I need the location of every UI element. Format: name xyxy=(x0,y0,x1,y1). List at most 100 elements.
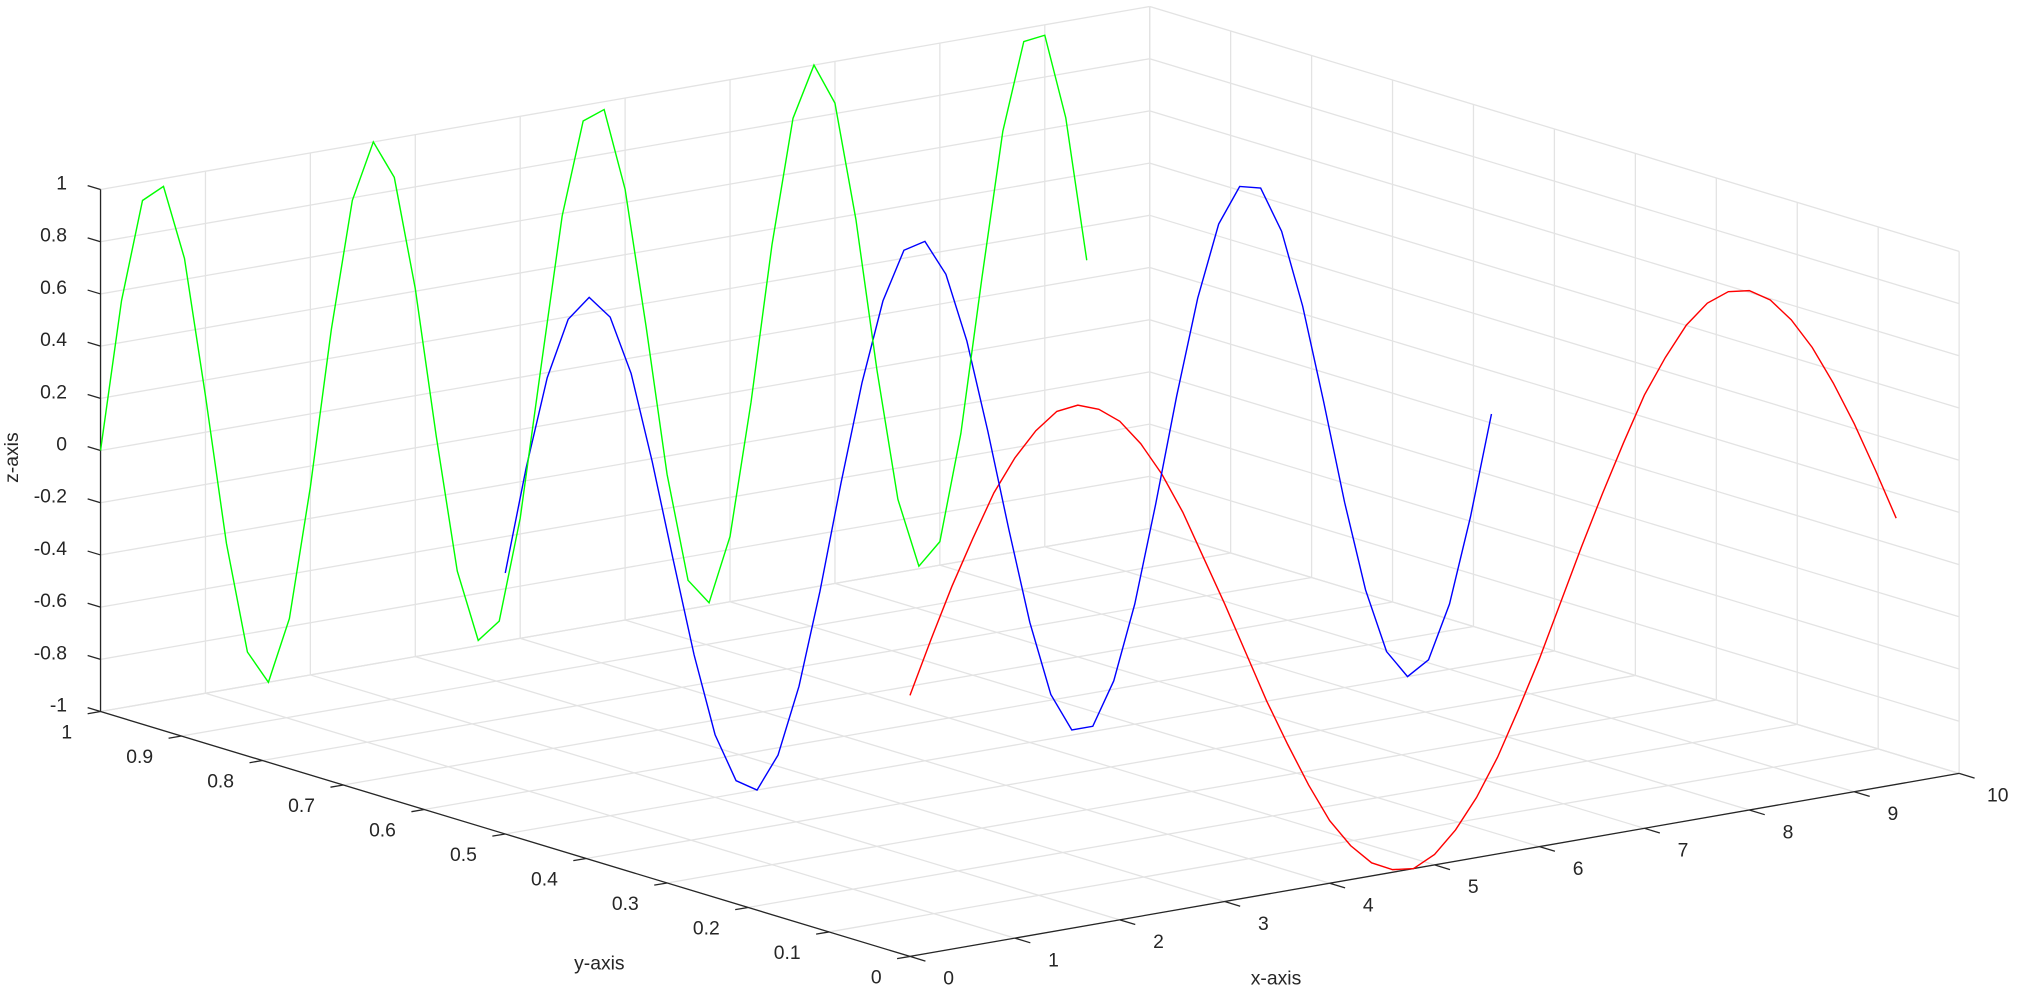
y-tick-label: 0.6 xyxy=(369,821,396,842)
y-axis-label: y-axis xyxy=(574,953,624,974)
z-tick xyxy=(87,341,101,347)
axes: 01234567891000.10.20.30.40.50.60.70.80.9… xyxy=(34,173,2009,989)
x-tick-label: 8 xyxy=(1783,822,1794,843)
grid-line xyxy=(100,371,1150,556)
x-tick-label: 7 xyxy=(1678,841,1689,862)
y-tick xyxy=(168,735,182,739)
y-tick xyxy=(492,833,506,837)
grid-line xyxy=(262,576,1312,762)
y-tick xyxy=(249,759,263,764)
z-tick-label: -0.4 xyxy=(34,539,68,560)
grid-line xyxy=(1149,371,1960,618)
z-tick xyxy=(87,446,101,452)
z-tick-label: 0 xyxy=(56,434,67,455)
y-tick-label: 0.8 xyxy=(207,772,234,793)
grid xyxy=(99,5,1960,958)
z-tick-label: -0.6 xyxy=(34,591,67,612)
y-tick-label: 0.2 xyxy=(693,918,720,939)
x-axis-label: x-axis xyxy=(1251,969,1301,990)
y-tick-label: 0 xyxy=(871,967,882,988)
grid-line xyxy=(1149,58,1960,305)
grid-line xyxy=(100,162,1150,347)
data-line xyxy=(504,185,1493,791)
y-tick-label: 0.7 xyxy=(288,796,315,817)
grid-line xyxy=(828,748,1879,933)
z-tick-label: -1 xyxy=(50,695,67,716)
z-tick xyxy=(87,289,101,295)
grid-line xyxy=(100,423,1150,608)
z-tick-label: 0.2 xyxy=(40,382,67,403)
grid-line xyxy=(667,699,1717,884)
plot-lines xyxy=(99,34,1897,871)
grid-line xyxy=(100,319,1150,504)
y-tick xyxy=(330,784,344,788)
y-tick xyxy=(735,906,749,911)
grid-line xyxy=(100,214,1150,399)
z-tick xyxy=(87,550,101,556)
grid-line xyxy=(181,552,1231,737)
grid-line xyxy=(1149,110,1960,357)
grid-line xyxy=(1149,214,1960,461)
y-tick-label: 0.9 xyxy=(126,747,153,768)
z-tick xyxy=(87,185,101,191)
y-tick xyxy=(573,857,587,862)
z-tick xyxy=(87,602,101,608)
data-line xyxy=(99,34,1088,684)
x-tick-label: 0 xyxy=(943,969,954,990)
x-tick xyxy=(909,955,926,962)
x-tick xyxy=(1434,864,1451,871)
grid-line xyxy=(100,110,1150,295)
x-tick xyxy=(1329,882,1346,889)
y-tick-label: 0.5 xyxy=(450,845,477,866)
y-tick xyxy=(87,710,101,715)
y-tick-label: 0.3 xyxy=(612,894,639,915)
y-tick xyxy=(654,882,668,886)
x-tick-label: 2 xyxy=(1153,932,1164,953)
z-tick xyxy=(87,498,101,504)
x-tick-label: 9 xyxy=(1888,804,1899,825)
grid-line xyxy=(100,475,1150,660)
grid-line xyxy=(747,723,1798,909)
grid-line xyxy=(1149,5,1960,253)
grid-line xyxy=(1149,266,1960,514)
grid-line xyxy=(1149,527,1960,775)
grid-line xyxy=(1149,319,1960,566)
x-tick xyxy=(1119,919,1136,926)
y-tick xyxy=(816,931,830,935)
grid-line xyxy=(586,674,1636,860)
z-tick-label: 0.8 xyxy=(40,226,67,247)
x-tick xyxy=(1958,772,1975,779)
z-tick-label: 0.6 xyxy=(40,278,67,299)
z-tick xyxy=(87,707,101,713)
y-tick-label: 1 xyxy=(61,723,72,744)
x-tick xyxy=(1539,845,1556,852)
grid-line xyxy=(100,58,1150,243)
z-tick xyxy=(87,393,101,399)
x-tick xyxy=(1749,809,1765,816)
x-tick-label: 6 xyxy=(1573,859,1584,880)
grid-line xyxy=(424,625,1474,811)
x-tick xyxy=(1644,827,1661,834)
y-tick xyxy=(411,808,425,813)
grid-line xyxy=(100,5,1150,191)
z-tick-label: 1 xyxy=(56,173,67,194)
grid-line xyxy=(1149,475,1960,722)
z-tick-label: -0.8 xyxy=(34,643,67,664)
x-tick-label: 5 xyxy=(1468,877,1479,898)
z-tick-label: -0.2 xyxy=(34,487,67,508)
x-tick-label: 4 xyxy=(1363,896,1374,917)
y-tick xyxy=(896,955,911,960)
z-tick-label: 0.4 xyxy=(40,330,67,351)
x-tick-label: 3 xyxy=(1258,914,1269,935)
x-tick xyxy=(1854,791,1870,798)
x-tick xyxy=(1224,900,1241,907)
z-tick xyxy=(87,237,101,243)
y-tick-label: 0.1 xyxy=(774,943,801,964)
x-tick-label: 10 xyxy=(1987,786,2009,807)
data-line xyxy=(909,289,1897,871)
grid-line xyxy=(343,601,1393,786)
z-axis-label: z-axis xyxy=(2,432,23,482)
x-tick-label: 1 xyxy=(1048,950,1059,971)
grid-line xyxy=(505,650,1555,835)
